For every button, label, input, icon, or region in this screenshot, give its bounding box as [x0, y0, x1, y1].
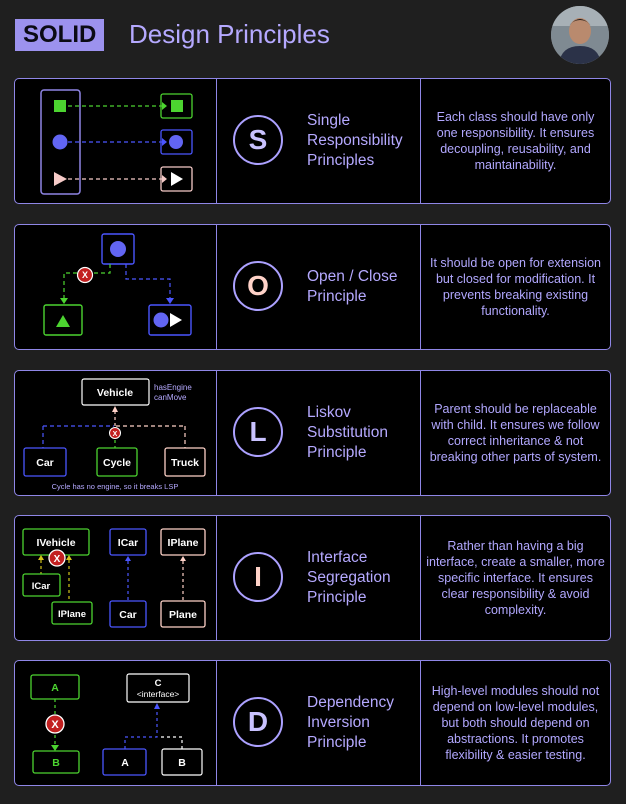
- card-liskov: Vehicle hasEngine canMove X Car Cycle Tru…: [14, 370, 611, 496]
- letter-l: L: [249, 416, 267, 447]
- block-x-text-d: X: [51, 719, 59, 731]
- principle-name: Interface Segregation Principle: [307, 516, 419, 640]
- card-interface-segregation: IVehicle X ICar IPlane ICar Car IPlane P…: [14, 515, 611, 641]
- isp-diagram: IVehicle X ICar IPlane ICar Car IPlane P…: [22, 528, 206, 628]
- a-low-label: A: [121, 757, 129, 769]
- block-x-text-i: X: [54, 554, 61, 565]
- diagram-panel: A X B C <interface> A B: [15, 661, 217, 785]
- plane-label: Plane: [169, 609, 197, 621]
- description-panel: Parent should be replaceable with child.…: [420, 371, 610, 495]
- principle-name: Open / Close Principle: [307, 225, 419, 349]
- letter-i: I: [254, 561, 262, 592]
- principle-desc-s: Each class should have only one responsi…: [436, 110, 595, 172]
- page-title: Design Principles: [129, 19, 330, 49]
- diagram-panel: Vehicle hasEngine canMove X Car Cycle Tru…: [15, 371, 217, 495]
- cycle-label: Cycle: [103, 457, 131, 469]
- principle-desc-d: High-level modules should not depend on …: [431, 684, 600, 762]
- block-x-text: X: [82, 270, 88, 280]
- c-label: C: [155, 678, 162, 689]
- b-low-label: B: [178, 757, 186, 769]
- letter-s: S: [248, 124, 268, 155]
- description-panel: It should be open for extension but clos…: [420, 225, 610, 349]
- principle-name-l: Liskov Substitution Principle: [307, 404, 388, 461]
- block-x-text-l: X: [113, 431, 118, 438]
- car-label-i: Car: [119, 609, 137, 621]
- diagram-panel: IVehicle X ICar IPlane ICar Car IPlane P…: [15, 516, 217, 640]
- letter-o: O: [247, 270, 269, 301]
- props-label: hasEngine canMove: [154, 383, 192, 402]
- srp-diagram: [40, 89, 193, 195]
- principle-desc-i: Rather than having a big interface, crea…: [426, 539, 605, 617]
- description-panel: High-level modules should not depend on …: [420, 661, 610, 785]
- letter-d: D: [247, 706, 269, 737]
- description-panel: Rather than having a big interface, crea…: [420, 516, 610, 640]
- principle-desc-o: It should be open for extension but clos…: [430, 256, 601, 318]
- principle-name-i: Interface Segregation Principle: [307, 549, 391, 606]
- avatar: [551, 6, 609, 64]
- icar-small-label: ICar: [32, 581, 51, 592]
- diagram-panel: X: [15, 225, 217, 349]
- description-panel: Each class should have only one responsi…: [420, 79, 610, 203]
- principle-name: Dependency Inversion Principle: [307, 661, 419, 785]
- letter-circle-s: S: [233, 115, 283, 165]
- lsp-note: Cycle has no engine, so it breaks LSP: [52, 482, 179, 491]
- vehicle-label: Vehicle: [97, 387, 133, 399]
- principle-name-d: Dependency Inversion Principle: [307, 694, 395, 751]
- iplane-small-label: IPlane: [58, 609, 86, 620]
- principle-desc-l: Parent should be replaceable with child.…: [429, 402, 602, 464]
- solid-badge: SOLID: [15, 19, 105, 51]
- principle-name-s: Single Responsibility Principles: [307, 112, 403, 169]
- dip-diagram: A X B C <interface> A B: [30, 673, 203, 776]
- ocp-diagram: X: [43, 233, 192, 336]
- ivehicle-label: IVehicle: [36, 537, 75, 549]
- letter-circle-i: I: [233, 552, 283, 602]
- a-top-label: A: [51, 682, 59, 694]
- b-left-label: B: [52, 757, 60, 769]
- icar-label: ICar: [118, 537, 138, 549]
- letter-circle-l: L: [233, 407, 283, 457]
- principle-name-o: Open / Close Principle: [307, 268, 398, 305]
- card-open-close: X O Open / Close Principle It should be …: [14, 224, 611, 350]
- card-dependency-inversion: A X B C <interface> A B D Dependency Inv…: [14, 660, 611, 786]
- truck-label: Truck: [171, 457, 199, 469]
- letter-circle-d: D: [233, 697, 283, 747]
- car-label: Car: [36, 457, 54, 469]
- diagram-panel: [15, 79, 217, 203]
- principle-name: Single Responsibility Principles: [307, 79, 419, 203]
- principle-name: Liskov Substitution Principle: [307, 371, 419, 495]
- card-single-responsibility: S Single Responsibility Principles Each …: [14, 78, 611, 204]
- interface-label: <interface>: [137, 689, 180, 699]
- lsp-diagram: Vehicle hasEngine canMove X Car Cycle Tru…: [23, 378, 206, 491]
- iplane-label: IPlane: [168, 537, 199, 549]
- letter-circle-o: O: [233, 261, 283, 311]
